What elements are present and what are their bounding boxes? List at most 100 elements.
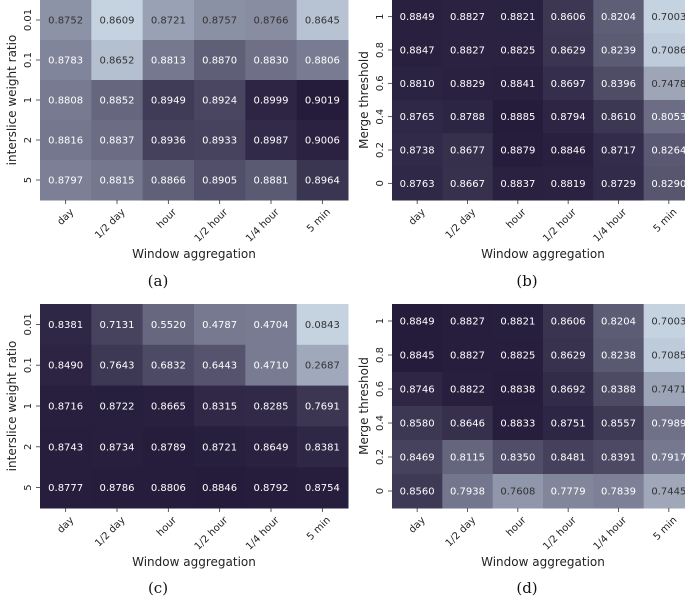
x-tick-label: day bbox=[407, 515, 428, 536]
y-tick-label: 2 bbox=[23, 444, 34, 450]
heatmap-cell bbox=[442, 33, 494, 68]
heatmap-cell bbox=[392, 440, 443, 475]
heatmap-cell bbox=[442, 166, 494, 201]
cell-value-label: 0.9006 bbox=[305, 136, 340, 147]
heatmap-cell bbox=[245, 344, 298, 387]
heatmap-cell bbox=[142, 80, 195, 121]
heatmap-cell bbox=[194, 467, 246, 509]
cell-value-label: 0.8777 bbox=[48, 483, 83, 494]
x-tick-label: hour bbox=[155, 206, 180, 231]
heatmap-cell bbox=[392, 406, 443, 441]
subfigure-caption: (a) bbox=[148, 272, 169, 290]
cell-value-label: 0.8870 bbox=[202, 56, 237, 67]
cell-value-label: 0.8381 bbox=[48, 320, 83, 331]
heatmap-cell bbox=[392, 66, 443, 101]
x-tick-label: 5 min bbox=[305, 207, 333, 235]
cell-value-label: 0.8717 bbox=[601, 146, 636, 157]
heatmap-cell bbox=[643, 0, 685, 34]
heatmap-cell bbox=[142, 160, 195, 201]
y-tick-label: 5 bbox=[23, 484, 34, 490]
heatmap-cell bbox=[492, 304, 544, 339]
cell-value-label: 0.7003 bbox=[651, 12, 685, 23]
cell-value-label: 0.7989 bbox=[651, 419, 685, 430]
y-tick-label: 0.6 bbox=[375, 75, 386, 91]
y-tick-label: 0.6 bbox=[375, 381, 386, 397]
heatmap-cell bbox=[245, 304, 298, 346]
x-tick-label: 1/2 hour bbox=[193, 514, 231, 552]
heatmap-cell bbox=[296, 40, 349, 81]
cell-value-label: 0.8999 bbox=[254, 96, 289, 107]
heatmap-cell bbox=[40, 467, 92, 509]
heatmap-cell bbox=[142, 40, 195, 81]
heatmap-cell bbox=[643, 133, 685, 168]
heatmap-cell bbox=[142, 120, 195, 161]
x-tick-label: 5 min bbox=[652, 515, 680, 543]
cell-value-label: 0.8315 bbox=[202, 402, 237, 413]
heatmap-cell bbox=[442, 304, 494, 339]
cell-value-label: 0.8852 bbox=[100, 96, 135, 107]
heatmap-cell bbox=[296, 426, 349, 468]
cell-value-label: 0.8481 bbox=[551, 453, 586, 464]
heatmap-cell bbox=[392, 100, 443, 134]
x-tick-label: 1/4 hour bbox=[244, 206, 282, 244]
heatmap-cell bbox=[91, 426, 144, 468]
cell-value-label: 0.4710 bbox=[254, 361, 289, 372]
heatmap-cell bbox=[40, 120, 92, 161]
cell-value-label: 0.7085 bbox=[651, 351, 685, 362]
cell-value-label: 0.8822 bbox=[450, 385, 485, 396]
x-tick-label: 1/2 hour bbox=[541, 206, 579, 244]
cell-value-label: 0.8933 bbox=[202, 136, 237, 147]
heatmap-cell bbox=[543, 406, 594, 441]
heatmap-cell bbox=[392, 372, 443, 407]
cell-value-label: 0.8716 bbox=[48, 402, 83, 413]
heatmap-cell bbox=[194, 160, 246, 201]
heatmap-cell bbox=[543, 0, 594, 34]
y-tick-label: 0.1 bbox=[23, 357, 34, 373]
heatmap-cell bbox=[142, 0, 195, 41]
heatmap-cell bbox=[296, 304, 349, 346]
cell-value-label: 0.7086 bbox=[651, 46, 685, 57]
cell-value-label: 0.8290 bbox=[651, 179, 685, 190]
cell-value-label: 0.8053 bbox=[651, 112, 685, 123]
heatmap-cell bbox=[593, 0, 645, 34]
cell-value-label: 0.8757 bbox=[202, 16, 237, 27]
heatmap-cell bbox=[40, 344, 92, 387]
cell-value-label: 0.5520 bbox=[151, 320, 186, 331]
heatmap-cell bbox=[245, 0, 298, 41]
cell-value-label: 0.8827 bbox=[450, 46, 485, 57]
heatmap-cell bbox=[245, 385, 298, 427]
heatmap-cell bbox=[593, 440, 645, 475]
heatmap-cell bbox=[40, 40, 92, 81]
heatmap-cell bbox=[492, 100, 544, 134]
heatmap-cell bbox=[392, 33, 443, 68]
cell-value-label: 0.8610 bbox=[601, 112, 636, 123]
cell-value-label: 0.8936 bbox=[151, 136, 186, 147]
cell-value-label: 0.8830 bbox=[254, 56, 289, 67]
cell-value-label: 0.8350 bbox=[500, 453, 535, 464]
cell-value-label: 0.8469 bbox=[400, 453, 435, 464]
cell-value-label: 0.8396 bbox=[601, 79, 636, 90]
heatmap-cell bbox=[492, 33, 544, 68]
heatmap-cell bbox=[593, 33, 645, 68]
heatmap-cell bbox=[40, 80, 92, 121]
heatmap-cell bbox=[543, 33, 594, 68]
heatmap-cell bbox=[492, 133, 544, 168]
cell-value-label: 0.8738 bbox=[400, 146, 435, 157]
heatmap-cell bbox=[543, 338, 594, 373]
heatmap-cell bbox=[543, 133, 594, 168]
y-tick-label: 0 bbox=[375, 180, 386, 186]
y-tick-label: 0 bbox=[375, 488, 386, 494]
cell-value-label: 0.8987 bbox=[254, 136, 289, 147]
heatmap-cell bbox=[643, 338, 685, 373]
cell-value-label: 0.7779 bbox=[551, 487, 586, 498]
heatmap-cell bbox=[492, 474, 544, 509]
x-tick-label: day bbox=[407, 207, 428, 228]
cell-value-label: 0.8609 bbox=[100, 16, 135, 27]
x-tick-label: 1/4 hour bbox=[244, 514, 282, 552]
y-tick-label: 0.8 bbox=[375, 347, 386, 363]
heatmap-cell bbox=[442, 66, 494, 101]
y-tick-label: 0.01 bbox=[23, 313, 34, 335]
cell-value-label: 0.8837 bbox=[500, 179, 535, 190]
cell-value-label: 0.8849 bbox=[400, 12, 435, 23]
heatmap-cell bbox=[245, 467, 298, 509]
